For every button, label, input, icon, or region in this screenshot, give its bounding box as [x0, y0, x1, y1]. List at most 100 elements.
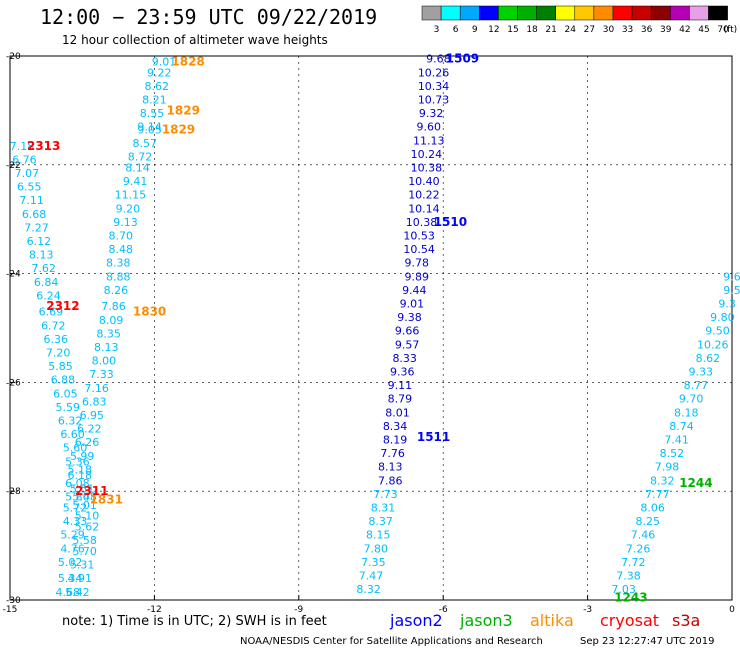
- wave-height-altika: 5.34: [58, 572, 83, 585]
- legend-label: 27: [584, 25, 595, 35]
- wave-height-cryosat: 5.58: [72, 534, 97, 547]
- wave-height-cryosat: 8.13: [29, 249, 54, 262]
- legend-label: 3: [434, 25, 440, 35]
- units-note: note: 1) Time is in UTC; 2) SWH is in fe…: [62, 614, 327, 629]
- pass-labels: 1828 1829 1829 1830 1831 2313 2312 2311 1509 1510…: [27, 52, 713, 605]
- y-tick-label: -28: [6, 487, 21, 497]
- x-tick-label: -3: [583, 605, 592, 615]
- wave-height-altika: 9.41: [123, 175, 148, 188]
- wave-height-jason2: 8.33: [392, 352, 417, 365]
- wave-height-altika: 6.22: [77, 423, 102, 436]
- legend-swatch: [479, 5, 499, 21]
- wave-height-cryosat: 5.31: [70, 559, 95, 572]
- satellite-altika: altika: [530, 611, 574, 630]
- wave-height-jason2: 8.13: [378, 461, 403, 474]
- wave-height-altika: 9.22: [147, 66, 172, 79]
- legend-swatch: [593, 5, 614, 21]
- pass-label-altika: 1830: [133, 305, 166, 319]
- legend-swatch: [517, 5, 537, 21]
- wave-height-jason3: 8.18: [674, 406, 699, 419]
- chart-title: 12:00 − 23:59 UTC 09/22/2019: [40, 5, 377, 29]
- pass-label-altika: 1829: [162, 122, 195, 136]
- wave-height-cryosat: 5.62: [75, 521, 100, 534]
- y-tick-label: -22: [6, 161, 21, 171]
- wave-height-jason2: 8.34: [383, 420, 408, 433]
- wave-height-jason3: 9.33: [688, 366, 713, 379]
- wave-height-cryosat: 6.72: [41, 319, 66, 332]
- wave-height-jason3: 9.6: [723, 270, 740, 283]
- wave-height-jason2: 11.13: [413, 134, 445, 147]
- legend-swatch: [612, 5, 633, 21]
- wave-height-altika: 6.83: [82, 395, 107, 408]
- y-tick-label: -30: [6, 596, 21, 606]
- wave-height-cryosat: 4.91: [68, 572, 93, 585]
- wave-height-s3a: 7.73: [373, 488, 398, 501]
- pass-label-cryosat: 2313: [27, 139, 60, 153]
- wave-height-altika: 7.16: [84, 382, 109, 395]
- x-axis: -15 -12 -9 -6 -3 0: [3, 595, 735, 615]
- legend-unit: (ft): [724, 25, 738, 35]
- wave-height-cryosat: 5.60: [63, 442, 88, 455]
- pass-label-jason2: 1510: [434, 215, 467, 229]
- wave-height-jason2: 8.79: [388, 393, 413, 406]
- wave-height-cryosat: 6.12: [27, 235, 52, 248]
- wave-height-jason3: 7.77: [645, 488, 670, 501]
- wave-height-altika: 6.95: [80, 409, 105, 422]
- wave-height-jason3: 8.74: [669, 420, 694, 433]
- pass-label-altika: 1829: [167, 103, 200, 117]
- wave-height-jason3: 9.50: [705, 325, 730, 338]
- wave-height-altika: 9.14: [137, 121, 162, 134]
- footer-timestamp: Sep 23 12:27:47 UTC 2019: [580, 636, 714, 647]
- legend-label: 42: [679, 25, 690, 35]
- chart-subtitle: 12 hour collection of altimeter wave hei…: [62, 33, 328, 47]
- wave-height-altika: 4.33: [63, 515, 88, 528]
- wave-height-cryosat: 6.36: [43, 333, 68, 346]
- wave-height-cryosat: 5.36: [65, 455, 90, 468]
- legend-label: 15: [507, 25, 518, 35]
- wave-height-jason3: 8.62: [696, 352, 721, 365]
- wave-height-cryosat: 5.48: [72, 491, 97, 504]
- y-axis: -30 -28 -26 -24 -22 -20: [6, 52, 21, 606]
- legend-label: 36: [641, 25, 653, 35]
- wave-height-jason3: 9.5: [723, 284, 740, 297]
- wave-height-altika: 8.70: [108, 230, 133, 243]
- satellite-jason2: jason2: [389, 611, 443, 630]
- legend-label: 30: [603, 25, 615, 35]
- wave-height-jason2: 10.34: [418, 80, 450, 93]
- wave-height-jason2: 10.26: [418, 66, 450, 79]
- legend-swatch: [574, 5, 595, 21]
- wave-height-altika: 7.86: [101, 300, 126, 313]
- wave-height-altika: 9.20: [116, 202, 141, 215]
- plot-area: -30-28-26-24-22-20 -15 -12 -9 -6 -3 0 9.019.2…: [3, 52, 740, 615]
- y-tick-label: -26: [6, 378, 21, 388]
- wave-height-altika: 8.35: [96, 327, 121, 340]
- wave-height-jason3: 7.26: [626, 542, 651, 555]
- wave-height-s3a: 8.37: [368, 515, 393, 528]
- wave-height-jason3: 7.38: [616, 570, 641, 583]
- wave-height-cryosat: 7.07: [15, 167, 40, 180]
- wave-height-jason2: 9.68: [426, 53, 451, 66]
- wave-height-altika: 8.21: [142, 94, 167, 107]
- wave-height-altika: 5.80: [65, 491, 90, 504]
- legend-swatch: [421, 5, 442, 21]
- x-tick-label: 0: [729, 605, 735, 615]
- wave-height-cryosat: 5.01: [72, 499, 97, 512]
- legend-swatch: [689, 5, 709, 21]
- wave-height-s3a: 8.15: [366, 529, 391, 542]
- wave-height-jason2: 10.24: [411, 148, 443, 161]
- legend-label: 45: [698, 25, 709, 35]
- wave-height-jason2: 9.36: [390, 366, 415, 379]
- satellite-s3a: s3a: [672, 611, 700, 630]
- wave-height-jason2: 9.57: [395, 338, 420, 351]
- wave-height-s3a: 8.32: [356, 583, 381, 596]
- satellite-jason3: jason3: [459, 611, 513, 630]
- legend-label: 70: [717, 25, 729, 35]
- wave-height-altika: 8.13: [94, 341, 119, 354]
- wave-height-s3a: 8.31: [371, 502, 396, 515]
- wave-height-cryosat: 7.20: [46, 346, 71, 359]
- wave-height-jason3: 8.32: [650, 474, 675, 487]
- pass-label-cryosat: 2312: [46, 299, 79, 313]
- wave-height-cryosat: 6.24: [36, 289, 61, 302]
- y-tick-label: -24: [6, 270, 21, 280]
- legend-label: 12: [488, 25, 499, 35]
